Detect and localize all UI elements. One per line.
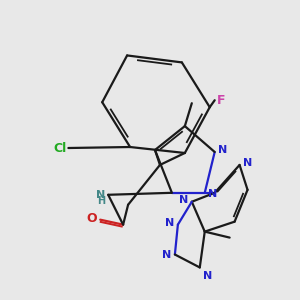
- Text: N: N: [218, 146, 227, 155]
- Text: N: N: [165, 218, 174, 228]
- Text: N: N: [179, 195, 188, 205]
- Text: N: N: [243, 158, 252, 168]
- Text: N: N: [203, 271, 212, 281]
- Text: Cl: Cl: [53, 142, 67, 154]
- Text: N: N: [162, 250, 171, 260]
- Text: O: O: [86, 212, 97, 225]
- Text: N: N: [208, 189, 217, 199]
- Text: F: F: [217, 94, 226, 107]
- Text: N: N: [96, 190, 105, 200]
- Text: H: H: [97, 196, 105, 206]
